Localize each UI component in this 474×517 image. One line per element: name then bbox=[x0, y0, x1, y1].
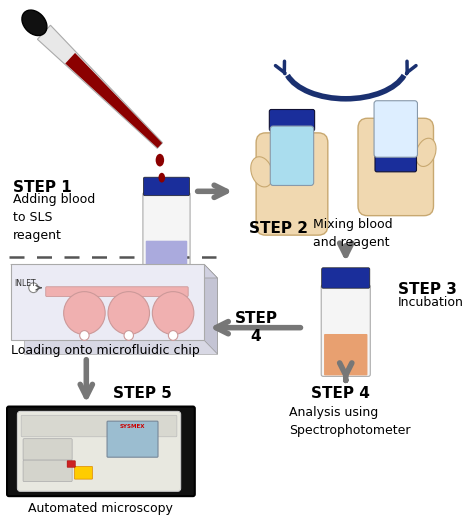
FancyBboxPatch shape bbox=[322, 268, 370, 288]
Text: Loading onto microfluidic chip: Loading onto microfluidic chip bbox=[11, 344, 200, 357]
Text: STEP 5: STEP 5 bbox=[113, 386, 172, 401]
Polygon shape bbox=[37, 25, 163, 148]
Text: STEP 3: STEP 3 bbox=[398, 282, 456, 297]
Text: Incubation: Incubation bbox=[398, 296, 464, 309]
FancyBboxPatch shape bbox=[143, 177, 190, 196]
Polygon shape bbox=[24, 278, 218, 354]
Text: SYSMEX: SYSMEX bbox=[120, 424, 145, 429]
Ellipse shape bbox=[155, 154, 164, 166]
FancyBboxPatch shape bbox=[269, 110, 315, 131]
Text: Analysis using
Spectrophotometer: Analysis using Spectrophotometer bbox=[289, 405, 410, 436]
Polygon shape bbox=[65, 53, 162, 148]
Circle shape bbox=[64, 292, 105, 334]
Ellipse shape bbox=[22, 10, 47, 36]
Circle shape bbox=[80, 330, 89, 340]
Text: STEP 2: STEP 2 bbox=[248, 221, 308, 236]
Text: Mixing blood
and reagent: Mixing blood and reagent bbox=[313, 218, 392, 249]
FancyBboxPatch shape bbox=[143, 192, 190, 278]
FancyBboxPatch shape bbox=[374, 101, 418, 157]
FancyBboxPatch shape bbox=[23, 439, 72, 460]
Polygon shape bbox=[204, 264, 218, 354]
Circle shape bbox=[108, 292, 149, 334]
FancyBboxPatch shape bbox=[358, 118, 434, 216]
FancyBboxPatch shape bbox=[67, 461, 75, 467]
FancyBboxPatch shape bbox=[324, 334, 367, 375]
FancyBboxPatch shape bbox=[146, 241, 187, 277]
Circle shape bbox=[168, 330, 178, 340]
FancyBboxPatch shape bbox=[11, 264, 204, 340]
FancyBboxPatch shape bbox=[107, 421, 158, 457]
Ellipse shape bbox=[416, 138, 436, 166]
FancyBboxPatch shape bbox=[375, 150, 417, 172]
FancyBboxPatch shape bbox=[256, 133, 328, 235]
Circle shape bbox=[29, 283, 38, 293]
Text: STEP
4: STEP 4 bbox=[235, 311, 278, 343]
Circle shape bbox=[124, 330, 134, 340]
Ellipse shape bbox=[158, 173, 165, 183]
FancyBboxPatch shape bbox=[18, 412, 181, 491]
Ellipse shape bbox=[251, 157, 273, 187]
Text: Automated microscopy: Automated microscopy bbox=[28, 502, 173, 515]
FancyBboxPatch shape bbox=[74, 466, 92, 479]
FancyBboxPatch shape bbox=[23, 460, 72, 481]
FancyBboxPatch shape bbox=[270, 126, 314, 186]
Polygon shape bbox=[11, 264, 218, 278]
FancyBboxPatch shape bbox=[7, 406, 195, 496]
Text: INLET: INLET bbox=[15, 279, 36, 288]
Circle shape bbox=[152, 292, 194, 334]
FancyBboxPatch shape bbox=[321, 285, 370, 376]
FancyBboxPatch shape bbox=[46, 287, 188, 296]
Text: Adding blood
to SLS
reagent: Adding blood to SLS reagent bbox=[13, 193, 95, 242]
FancyBboxPatch shape bbox=[21, 415, 177, 437]
Text: STEP 1: STEP 1 bbox=[13, 179, 72, 194]
Text: STEP 4: STEP 4 bbox=[311, 386, 370, 401]
